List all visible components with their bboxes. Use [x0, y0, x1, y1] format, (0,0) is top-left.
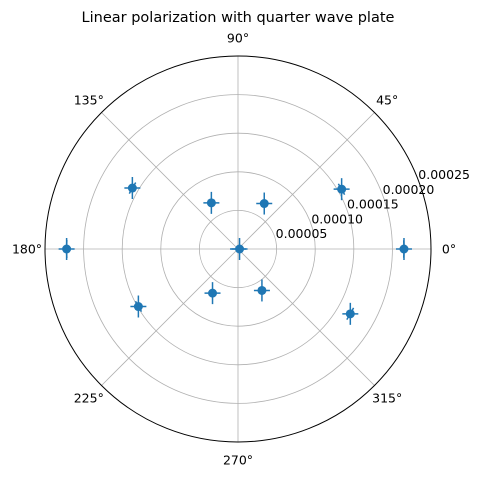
- data-marker: [133, 302, 143, 312]
- theta-tick-label: 270°: [223, 453, 253, 468]
- r-tick-label: 0.00025: [418, 167, 470, 182]
- data-marker: [62, 244, 72, 254]
- chart-title: Linear polarization with quarter wave pl…: [82, 10, 395, 26]
- data-marker: [208, 288, 218, 298]
- data-point: [58, 238, 75, 260]
- r-tick-label: 0.00015: [347, 197, 399, 212]
- data-marker: [127, 183, 137, 193]
- data-marker: [259, 199, 269, 209]
- theta-tick-label: 0°: [442, 242, 456, 257]
- data-marker: [206, 198, 216, 208]
- data-point: [204, 282, 221, 305]
- data-point: [395, 238, 412, 260]
- theta-tick-label: 90°: [227, 31, 249, 46]
- radial-gridline: [237, 248, 375, 386]
- data-marker: [345, 309, 355, 319]
- data-series: [58, 177, 412, 325]
- r-tick-label: 0.00005: [276, 226, 328, 241]
- polar-grid: [44, 55, 432, 443]
- circular-gridline: [121, 132, 355, 366]
- data-point: [230, 238, 248, 260]
- radial-gridline: [237, 112, 375, 250]
- theta-tick-label: 45°: [376, 92, 398, 107]
- data-point: [203, 191, 220, 214]
- polar-frame: [44, 55, 432, 443]
- circular-gridline: [83, 94, 393, 404]
- theta-tick-label: 225°: [74, 391, 104, 406]
- r-tick-label: 0.00010: [311, 211, 363, 226]
- data-point: [333, 178, 350, 201]
- data-marker: [399, 244, 409, 254]
- data-point: [342, 302, 359, 325]
- theta-tick-label: 315°: [372, 391, 402, 406]
- r-tick-label: 0.00020: [383, 182, 435, 197]
- radial-gridline: [101, 112, 239, 250]
- circular-gridline: [198, 209, 277, 288]
- data-point: [256, 192, 273, 215]
- data-point: [124, 177, 141, 200]
- data-marker: [337, 184, 347, 194]
- radial-gridline: [101, 248, 239, 386]
- data-marker: [235, 244, 245, 254]
- data-point: [130, 295, 147, 318]
- theta-tick-label: 180°: [12, 242, 42, 257]
- theta-tick-label: 135°: [74, 92, 104, 107]
- circular-gridline: [160, 171, 316, 327]
- data-marker: [257, 285, 267, 295]
- tick-labels: 0°45°90°135°180°225°270°315°0.000050.000…: [12, 31, 470, 468]
- data-point: [253, 279, 270, 302]
